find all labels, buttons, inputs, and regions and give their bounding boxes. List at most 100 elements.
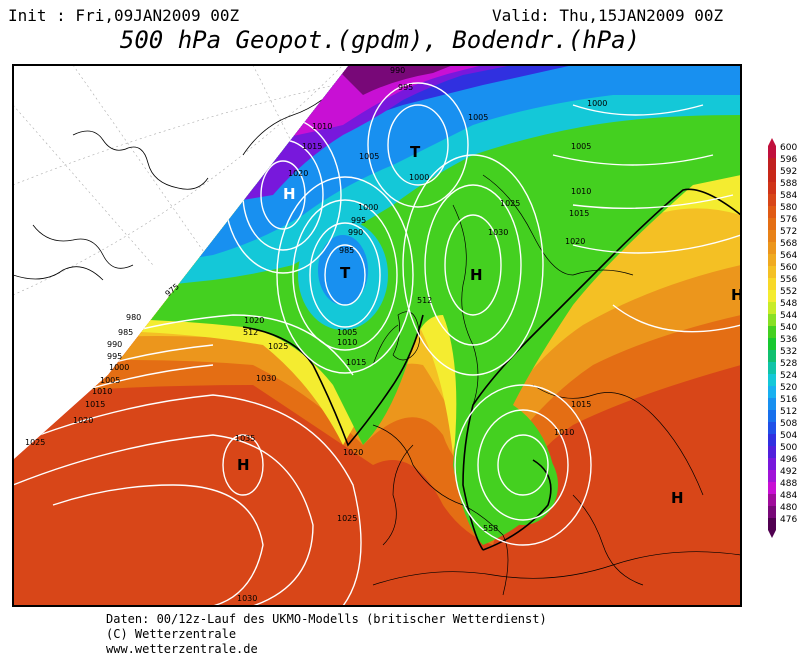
isobar-label: 1005 <box>468 113 488 122</box>
legend-value-label: 516 <box>780 395 797 405</box>
geopot-label: 512 <box>243 328 258 337</box>
isobar-label: 990 <box>107 340 122 349</box>
legend-value-label: 524 <box>780 371 797 381</box>
isobar-label: 990 <box>390 66 405 75</box>
legend-color-cell <box>768 362 776 374</box>
legend-color-cell <box>768 410 776 422</box>
legend-value-label: 480 <box>780 503 797 513</box>
isobar-label: 1010 <box>337 338 357 347</box>
legend-color-cell <box>768 302 776 314</box>
pressure-center-label: H <box>237 456 250 474</box>
isobar-label: 1010 <box>312 122 332 131</box>
legend-value-label: 596 <box>780 155 797 165</box>
isobar-label: 1010 <box>554 428 574 437</box>
legend-color-cell <box>768 182 776 194</box>
isobar-label: 1025 <box>500 199 520 208</box>
legend-value-label: 600 <box>780 143 797 153</box>
weather-map: H T T H H H H 990 995 1010 1015 1020 100… <box>12 64 744 607</box>
isobar-label: 1035 <box>235 434 255 443</box>
isobar-label: 1015 <box>569 209 589 218</box>
isobar-label: 1020 <box>565 237 585 246</box>
geopot-label: 558 <box>483 524 498 533</box>
legend-value-label: 500 <box>780 443 797 453</box>
isobar-label: 1020 <box>73 416 93 425</box>
legend-color-cell <box>768 422 776 434</box>
legend-value-label: 588 <box>780 179 797 189</box>
legend-color-cell <box>768 290 776 302</box>
pressure-center-label: H <box>470 266 483 284</box>
legend-value-label: 556 <box>780 275 797 285</box>
legend-value-label: 548 <box>780 299 797 309</box>
chart-title: 500 hPa Geopot.(gpdm), Bodendr.(hPa) <box>119 26 641 54</box>
legend-color-cell <box>768 482 776 494</box>
legend-value-label: 532 <box>780 347 797 357</box>
legend-color-cell <box>768 206 776 218</box>
legend-color-cell <box>768 434 776 446</box>
legend-value-label: 520 <box>780 383 797 393</box>
isobar-label: 990 <box>348 228 363 237</box>
legend-value-label: 580 <box>780 203 797 213</box>
isobar-label: 1000 <box>409 173 429 182</box>
legend-color-cell <box>768 398 776 410</box>
isobar-label: 1010 <box>571 187 591 196</box>
legend-color-cell <box>768 278 776 290</box>
footer-copyright: (C) Wetterzentrale <box>106 627 237 641</box>
legend-value-label: 512 <box>780 407 797 417</box>
isobar-label: 980 <box>126 313 141 322</box>
isobar-label: 1015 <box>302 142 322 151</box>
footer-data-line: Daten: 00/12z-Lauf des UKMO-Modells (bri… <box>106 612 547 626</box>
legend-bottom-arrow <box>768 530 776 538</box>
isobar-label: 1030 <box>256 374 276 383</box>
legend-value-label: 568 <box>780 239 797 249</box>
pressure-center-label: H <box>731 286 741 304</box>
legend-value-label: 564 <box>780 251 797 261</box>
legend-color-cell <box>768 518 776 530</box>
isobar-label: 1000 <box>109 363 129 372</box>
isobar-label: 1020 <box>244 316 264 325</box>
legend-color-cell <box>768 338 776 350</box>
isobar-label: 995 <box>351 216 366 225</box>
isobar-label: 985 <box>339 246 354 255</box>
legend-value-label: 536 <box>780 335 797 345</box>
pressure-center-label: T <box>410 143 421 161</box>
pressure-center-label: H <box>671 489 684 507</box>
isobar-label: 1000 <box>587 99 607 108</box>
legend-value-label: 592 <box>780 167 797 177</box>
isobar-label: 1030 <box>237 594 257 603</box>
isobar-label: 1005 <box>100 376 120 385</box>
isobar-label: 1025 <box>268 342 288 351</box>
legend-color-cell <box>768 470 776 482</box>
legend-value-label: 572 <box>780 227 797 237</box>
isobar-label: 1015 <box>346 358 366 367</box>
legend-value-label: 552 <box>780 287 797 297</box>
isobar-label: 1025 <box>337 514 357 523</box>
legend-color-cell <box>768 374 776 386</box>
isobar-label: 1005 <box>571 142 591 151</box>
legend-value-label: 560 <box>780 263 797 273</box>
legend-color-cell <box>768 350 776 362</box>
isobar-label: 1020 <box>343 448 363 457</box>
legend-color-cell <box>768 314 776 326</box>
isobar-label: 1015 <box>85 400 105 409</box>
legend-color-cell <box>768 506 776 518</box>
legend-value-label: 544 <box>780 311 797 321</box>
legend-color-cell <box>768 218 776 230</box>
legend-value-label: 540 <box>780 323 797 333</box>
data-source-footer: Daten: 00/12z-Lauf des UKMO-Modells (bri… <box>106 612 547 657</box>
isobar-label: 1005 <box>359 152 379 161</box>
legend-value-label: 488 <box>780 479 797 489</box>
legend-color-cell <box>768 446 776 458</box>
isobar-label: 1000 <box>358 203 378 212</box>
legend-value-label: 484 <box>780 491 797 501</box>
legend-top-arrow <box>768 138 776 146</box>
isobar-label: 995 <box>107 352 122 361</box>
legend-color-cell <box>768 254 776 266</box>
legend-color-cell <box>768 266 776 278</box>
legend-color-cell <box>768 146 776 158</box>
legend-value-label: 576 <box>780 215 797 225</box>
isobar-label: 1005 <box>337 328 357 337</box>
legend-color-cell <box>768 230 776 242</box>
pressure-center-label: H <box>283 185 296 203</box>
valid-time: Valid: Thu,15JAN2009 00Z <box>492 6 724 25</box>
legend-color-cell <box>768 170 776 182</box>
